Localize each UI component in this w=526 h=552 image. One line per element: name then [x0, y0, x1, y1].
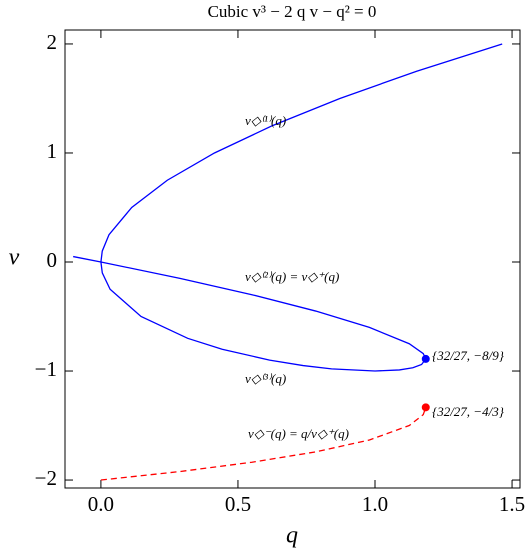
annotation: v◇⁻(q) = q/v◇⁺(q)	[248, 426, 349, 441]
point	[421, 403, 430, 412]
annotation: v◇⁽³⁾(q)	[245, 371, 286, 386]
curve	[100, 407, 427, 481]
x-tick-label: 0.5	[225, 492, 251, 516]
plot-frame	[64, 29, 521, 489]
y-tick-label: −2	[35, 466, 57, 490]
y-tick-label: −1	[35, 357, 57, 381]
x-axis-label: q	[286, 523, 298, 549]
x-tick-label: 1.5	[499, 492, 525, 516]
annotation: {32/27, −4/3}	[432, 404, 505, 419]
y-tick-label: 2	[47, 30, 58, 54]
x-tick-label: 0.0	[88, 492, 114, 516]
y-tick-label: 0	[47, 248, 58, 272]
annotation: v◇⁽²⁾(q) = v◇⁺(q)	[245, 269, 339, 284]
annotation: {32/27, −8/9}	[432, 348, 505, 363]
curve	[73, 43, 503, 372]
x-tick-label: 1.0	[362, 492, 388, 516]
y-tick-label: 1	[47, 139, 58, 163]
chart-title: Cubic v³ − 2 q v − q² = 0	[208, 2, 377, 21]
y-axis-label: v	[9, 245, 20, 271]
point	[421, 354, 430, 363]
annotation: v◇⁽¹⁾(q)	[245, 113, 286, 128]
